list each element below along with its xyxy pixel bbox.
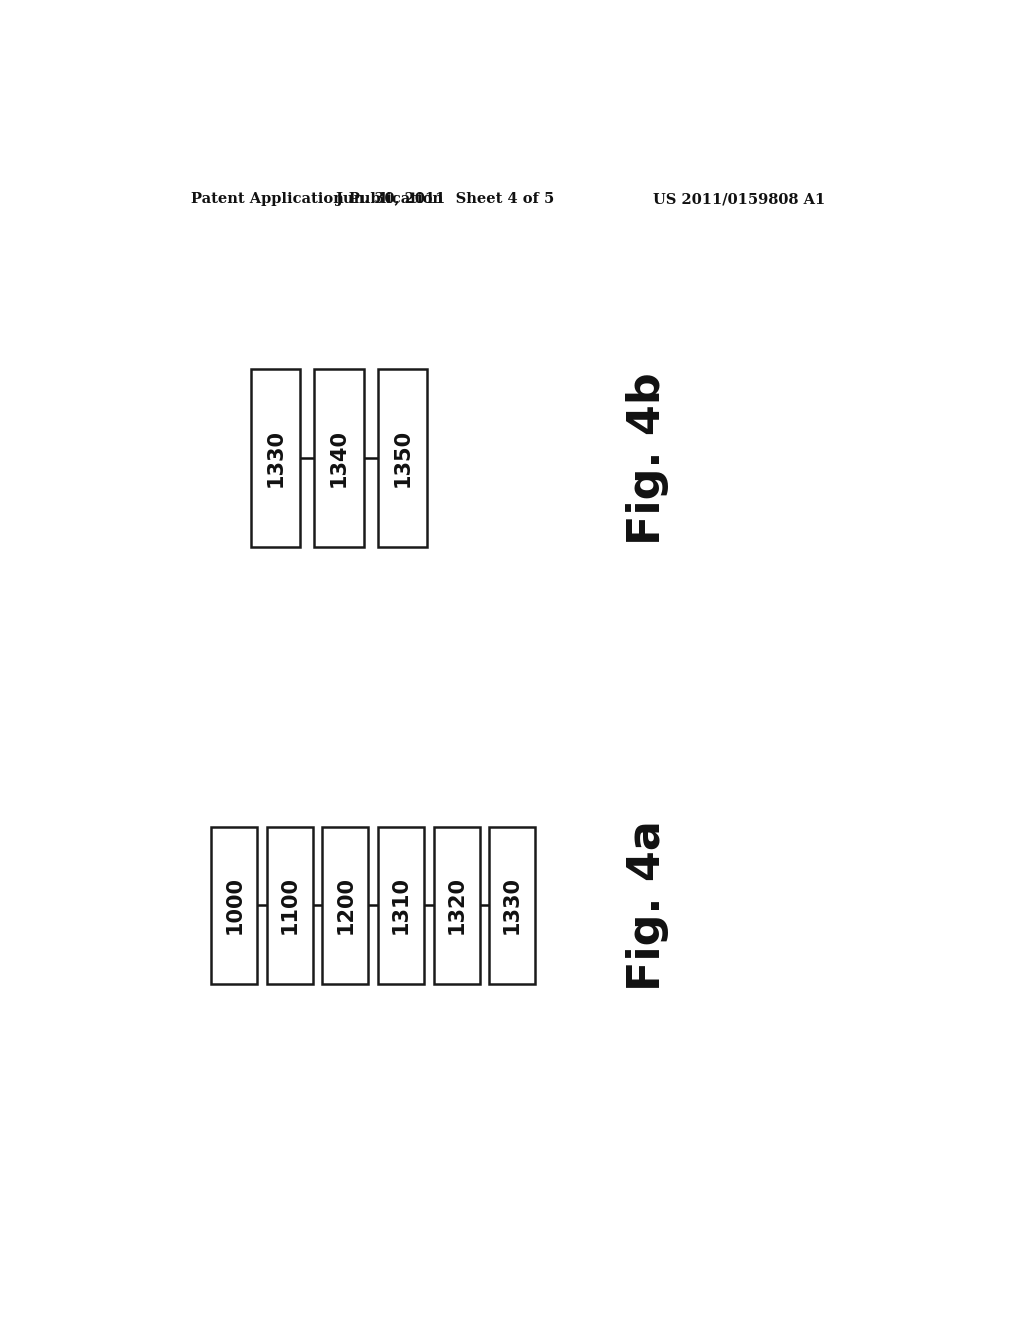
Text: Fig. 4a: Fig. 4a <box>627 820 670 991</box>
Text: 1310: 1310 <box>391 876 411 935</box>
Text: 1200: 1200 <box>336 876 355 935</box>
Bar <box>211 826 257 985</box>
Text: Jun. 30, 2011  Sheet 4 of 5: Jun. 30, 2011 Sheet 4 of 5 <box>336 191 555 206</box>
Bar <box>378 370 427 548</box>
Bar <box>433 826 479 985</box>
Text: 1340: 1340 <box>329 429 349 487</box>
Bar <box>489 826 536 985</box>
Bar <box>314 370 364 548</box>
Bar <box>267 826 313 985</box>
Text: 1350: 1350 <box>392 429 413 487</box>
Bar <box>251 370 300 548</box>
Text: 1320: 1320 <box>446 876 467 935</box>
Text: 1000: 1000 <box>224 876 245 935</box>
Text: US 2011/0159808 A1: US 2011/0159808 A1 <box>653 191 825 206</box>
Text: 1100: 1100 <box>280 876 300 935</box>
Text: Patent Application Publication: Patent Application Publication <box>191 191 443 206</box>
Text: 1330: 1330 <box>265 429 286 487</box>
Bar <box>378 826 424 985</box>
Text: Fig. 4b: Fig. 4b <box>627 372 670 545</box>
Text: 1330: 1330 <box>502 876 522 935</box>
Bar <box>323 826 369 985</box>
